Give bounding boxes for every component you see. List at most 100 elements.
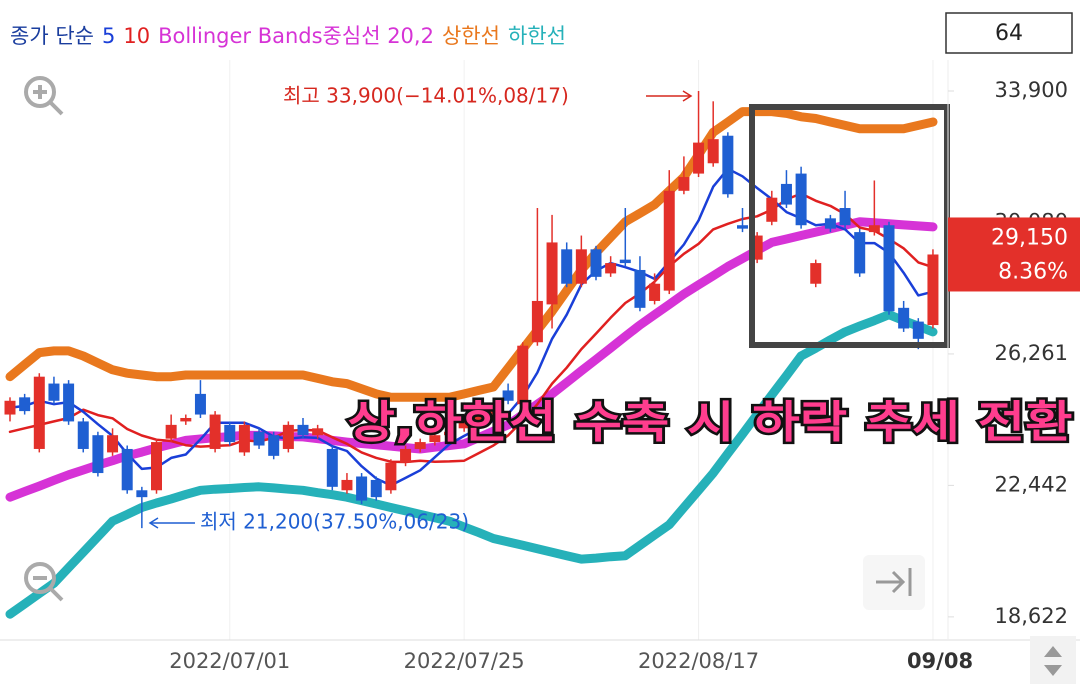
candle-body <box>165 424 177 439</box>
candle-body <box>224 424 236 443</box>
scroll-arrows[interactable] <box>1030 636 1076 684</box>
high-annotation: 최고 33,900(−14.01%,08/17) <box>283 84 569 108</box>
candle-body <box>487 404 499 415</box>
candle-body <box>590 249 602 277</box>
series-line <box>5 310 938 619</box>
candle-body <box>898 307 910 329</box>
candle-body <box>92 435 104 474</box>
candle-body <box>912 321 924 339</box>
candle-body <box>444 431 455 436</box>
highlight-box <box>749 104 950 348</box>
candle-body <box>575 249 587 284</box>
candle-body <box>722 135 734 195</box>
candle-body <box>414 442 426 449</box>
candle-body <box>883 225 895 312</box>
candle-body <box>663 190 675 291</box>
y-tick-label: 33,900 <box>995 78 1068 102</box>
candle-body <box>839 208 851 226</box>
candle-body <box>824 218 836 229</box>
candle-body <box>854 232 866 274</box>
candle-body <box>737 225 748 229</box>
candle-body <box>531 300 543 343</box>
candle-body <box>693 142 705 174</box>
candle-body <box>634 269 646 308</box>
legend-prefix: 종가 단순 <box>10 24 94 48</box>
legend-entry: 10 <box>123 24 150 48</box>
candle-body <box>238 424 250 453</box>
legend-entry: 하한선 <box>508 24 566 48</box>
legend-entry: 5 <box>102 24 115 48</box>
high-arrow-head <box>682 90 693 102</box>
last-price: 29,150 <box>991 225 1068 250</box>
count-box[interactable] <box>945 12 1073 54</box>
low-annotation: 최저 21,200(37.50%,06/23) <box>200 510 469 534</box>
candle-body <box>458 421 470 429</box>
candle-body <box>619 259 631 264</box>
legend-entry: Bollinger Bands중심선 20,2 <box>158 24 434 48</box>
candle-body <box>707 139 719 164</box>
legend-entry: 상한선 <box>442 24 500 48</box>
candle-body <box>370 479 382 498</box>
candle-body <box>517 345 529 405</box>
series-line <box>5 217 938 502</box>
candle-body <box>253 431 265 446</box>
visible-count: 64 <box>995 21 1023 46</box>
candle-body <box>312 428 324 436</box>
y-tick-label: 18,622 <box>995 604 1068 628</box>
x-tick-label: 2022/07/25 <box>404 649 525 673</box>
series-line <box>5 107 938 402</box>
candle-body <box>63 383 75 422</box>
candle-body <box>4 400 16 415</box>
candle-body <box>268 435 280 456</box>
candle-body <box>180 417 192 422</box>
price-tag: 29,150 8.36% <box>948 217 1080 292</box>
y-tick-label: 26,261 <box>995 341 1068 365</box>
x-tick-label: 2022/08/17 <box>638 649 759 673</box>
candle-body <box>678 177 690 191</box>
low-arrow-head <box>148 517 159 529</box>
zoom-out-icon[interactable] <box>24 562 64 602</box>
candle-body <box>810 263 822 284</box>
candle-body <box>297 424 309 436</box>
candle-body <box>795 173 807 226</box>
candle-body <box>473 411 485 422</box>
candle-body <box>48 383 60 401</box>
candle-body <box>326 448 338 487</box>
legend: 종가 단순 5 10 Bollinger Bands중심선 20,2 상한선 하한선 <box>10 24 566 48</box>
candle-body <box>605 263 617 274</box>
candle-body <box>927 254 939 326</box>
series-line <box>8 167 935 487</box>
x-tick-label: 2022/07/01 <box>169 649 290 673</box>
candle-body <box>341 479 353 491</box>
candle-body <box>561 249 573 284</box>
candle-body <box>751 235 763 260</box>
candle-body <box>282 424 294 449</box>
candle-body <box>209 414 221 449</box>
candle-body <box>19 397 31 412</box>
candle-body <box>502 390 514 401</box>
x-tick-label: 09/08 <box>907 649 973 673</box>
candle-body <box>77 421 89 449</box>
zoom-in-icon[interactable] <box>24 76 64 116</box>
candle-body <box>780 183 792 205</box>
candle-body <box>546 242 558 305</box>
candle-body <box>194 393 206 415</box>
jump-end-icon[interactable] <box>863 555 925 610</box>
candle-body <box>766 197 778 222</box>
candle-body <box>151 442 162 491</box>
candle-body <box>868 225 880 233</box>
plot-area <box>4 60 939 640</box>
candle-body <box>649 283 661 301</box>
candle-body <box>429 435 441 443</box>
candle-body <box>121 448 133 491</box>
candle-body <box>33 376 45 449</box>
change: 8.36% <box>998 259 1068 284</box>
candle-body <box>385 462 397 491</box>
overlay-text: 상,하한선 수축 시 하락 추세 전환 <box>348 397 1073 448</box>
candle-body <box>107 435 119 453</box>
price-tag-box <box>948 217 1080 292</box>
y-tick-label: 22,442 <box>995 472 1068 496</box>
candle-body <box>136 490 148 498</box>
